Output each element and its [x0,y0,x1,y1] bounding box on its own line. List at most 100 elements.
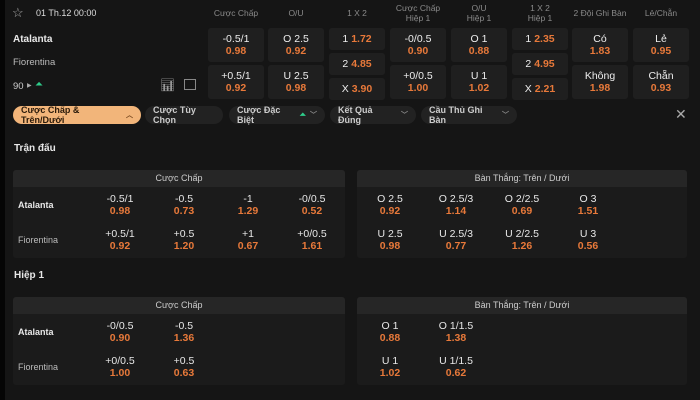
odds-line: O 1/1.5 [438,320,474,332]
odds-cell[interactable]: -0.5 1.36 [154,320,214,344]
odds-cell[interactable]: +0/0.5 1.61 [282,228,342,252]
odds-price: 2.35 [534,33,555,45]
odds-cell[interactable]: U 1/1.5 0.62 [426,355,486,379]
odds-cell[interactable]: O 1/1.5 1.38 [426,320,486,344]
stats-icon[interactable]: 📊︎ [160,78,176,92]
odds-line: U 2.5 [283,70,309,82]
filter-tab[interactable]: Cược Chấp & Trên/Dưới ︿ [13,105,141,125]
odds-cell-x12_h1[interactable]: 1 2.35 [512,28,568,50]
odds-cell[interactable]: -0.5 0.73 [154,193,214,217]
odds-cell-hdp_h1[interactable]: +0/0.5 1.00 [390,65,446,99]
odds-cell-ou[interactable]: U 2.5 0.98 [268,65,324,99]
odds-price: 1.02 [379,367,401,379]
odds-cell[interactable]: U 1 1.02 [360,355,420,379]
odds-cell[interactable]: O 2/2.5 0.69 [492,193,552,217]
filter-label: Cược Chấp & Trên/Dưới [21,105,80,125]
odds-price: 0.93 [650,82,672,94]
odds-price: 0.90 [407,45,429,57]
odds-cell-oddeven[interactable]: Chẵn 0.93 [633,65,689,99]
column-header: Cược Chấp Hiệp 1 [395,3,441,23]
team-name: Atalanta [18,200,54,210]
odds-cell-btts[interactable]: Có 1.83 [572,28,628,62]
odds-cell-btts[interactable]: Không 1.98 [572,65,628,99]
odds-cell[interactable]: +1 0.67 [218,228,278,252]
handicap-table: Cược Chấp Atalanta -0.5/1 0.98 -0.5 0.73 -1 1.2… [13,170,345,258]
odds-line: -0/0.5 [298,193,326,205]
odds-cell[interactable]: U 2/2.5 1.26 [492,228,552,252]
pitch-icon[interactable] [184,79,196,90]
odds-price: 0.56 [577,240,599,252]
odds-cell[interactable]: +0.5/1 0.92 [90,228,150,252]
odds-line: 2 [525,58,532,70]
odds-line: U 3 [579,228,597,240]
odds-cell-x12[interactable]: 1 1.72 [329,28,385,50]
odds-cell[interactable]: O 3 1.51 [558,193,618,217]
filter-tab[interactable]: Cầu Thủ Ghi Bàn ﹀ [421,105,517,125]
odds-price: 0.98 [285,82,307,94]
match-minute: 90 [13,81,24,92]
odds-cell-ou[interactable]: O 2.5 0.92 [268,28,324,62]
odds-cell[interactable]: O 1 0.88 [360,320,420,344]
odds-price: 1.38 [445,332,467,344]
home-team: Atalanta [13,34,53,45]
odds-line: 1 [342,33,349,45]
odds-price: 0.90 [109,332,131,344]
column-header: O/U [288,8,304,18]
close-icon[interactable]: ✕ [675,106,687,122]
odds-line: U 2.5/3 [439,228,473,240]
odds-cell-hdp[interactable]: -0.5/1 0.98 [208,28,264,62]
odds-line: 1 [525,33,532,45]
odds-cell[interactable]: +0.5 1.20 [154,228,214,252]
odds-cell[interactable]: U 2.5 0.98 [360,228,420,252]
chevron-down-icon: ﹀ [502,112,509,119]
odds-price: 4.85 [351,58,372,70]
odds-cell-x12_h1[interactable]: X 2.21 [512,78,568,100]
odds-line: -0.5/1 [106,193,134,205]
odds-cell-ou_h1[interactable]: O 1 0.88 [451,28,507,62]
odds-line: +0.5 [173,228,195,240]
odds-line: 2 [342,58,349,70]
live-icon: ⏶ [299,110,306,119]
left-edge [0,0,5,400]
odds-price: 0.92 [379,205,401,217]
odds-price: 1.51 [577,205,599,217]
odds-cell-oddeven[interactable]: Lẻ 0.95 [633,28,689,62]
filter-label: Cược Đặc Biệt [237,105,281,125]
odds-cell-ou_h1[interactable]: U 1 1.02 [451,65,507,99]
filter-tab[interactable]: Cược Đặc Biệt ⏶ ﹀ [229,105,325,125]
column-header: 1 X 2 [347,8,367,18]
odds-line: -0.5/1 [222,33,250,45]
odds-line: O 1 [381,320,399,332]
odds-cell[interactable]: U 2.5/3 0.77 [426,228,486,252]
odds-price: 0.67 [237,240,259,252]
odds-cell-x12[interactable]: 2 4.85 [329,53,385,75]
table-header: Bàn Thắng: Trên / Dưới [357,297,687,314]
odds-line: O 2.5/3 [438,193,474,205]
filter-tab[interactable]: Kết Quả Đúng ﹀ [330,105,416,125]
odds-cell[interactable]: +0/0.5 1.00 [90,355,150,379]
odds-price: 1.36 [173,332,195,344]
live-chevrons-icon: ⏶ [35,79,43,90]
odds-price: 0.92 [109,240,131,252]
odds-cell[interactable]: -0.5/1 0.98 [90,193,150,217]
odds-cell[interactable]: +0.5 0.63 [154,355,214,379]
odds-cell[interactable]: -0/0.5 0.52 [282,193,342,217]
odds-cell[interactable]: O 2.5 0.92 [360,193,420,217]
odds-price: 0.62 [445,367,467,379]
odds-cell-hdp[interactable]: +0.5/1 0.92 [208,65,264,99]
odds-line: O 1 [470,33,488,45]
odds-cell-x12[interactable]: X 3.90 [329,78,385,100]
odds-price: 0.95 [650,45,672,57]
odds-price: 0.73 [173,205,195,217]
odds-cell[interactable]: U 3 0.56 [558,228,618,252]
odds-line: Lẻ [655,33,667,45]
favorite-star-icon[interactable]: ☆ [12,5,24,20]
odds-cell[interactable]: -0/0.5 0.90 [90,320,150,344]
odds-cell[interactable]: -1 1.29 [218,193,278,217]
odds-cell-x12_h1[interactable]: 2 4.95 [512,53,568,75]
filter-tab[interactable]: Cược Tùy Chọn [145,105,223,125]
odds-cell-hdp_h1[interactable]: -0/0.5 0.90 [390,28,446,62]
odds-cell[interactable]: O 2.5/3 1.14 [426,193,486,217]
away-team: Fiorentina [13,57,56,68]
odds-line: O 2/2.5 [504,193,540,205]
